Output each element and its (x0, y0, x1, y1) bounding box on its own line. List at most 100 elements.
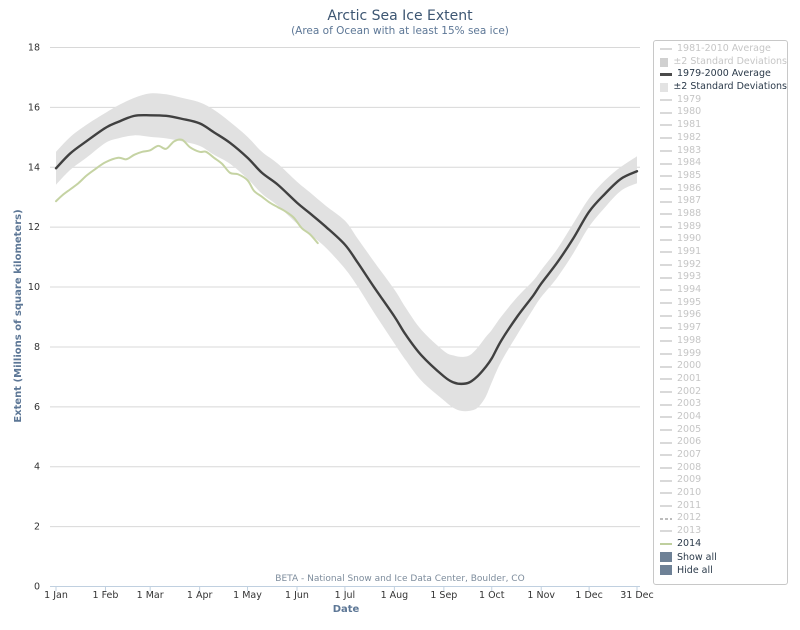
legend-item-label: 1987 (677, 195, 702, 207)
x-tick-label: 1 Jun (285, 590, 309, 601)
legend-item[interactable]: 1980 (660, 106, 787, 119)
legend-item-label: 2002 (677, 385, 702, 397)
x-axis-title: Date (333, 604, 360, 615)
legend-item[interactable]: 1991 (660, 246, 787, 259)
chart-subtitle: (Area of Ocean with at least 15% sea ice… (291, 25, 509, 37)
legend-symbol-icon (660, 505, 672, 508)
x-tick-label: 1 Apr (187, 590, 213, 601)
y-tick-label: 18 (28, 43, 40, 54)
legend-item[interactable]: 2008 (660, 462, 787, 475)
legend-symbol-icon (660, 187, 672, 190)
legend-item-label: 1993 (677, 271, 702, 283)
legend-item[interactable]: ±2 Standard Deviations (660, 56, 787, 69)
legend-item[interactable]: 1993 (660, 271, 787, 284)
std-dev-band (56, 93, 637, 412)
legend-item[interactable]: 1998 (660, 335, 787, 348)
legend-item[interactable]: 1979 (660, 94, 787, 107)
legend-item[interactable]: 1982 (660, 132, 787, 145)
show-all-icon (660, 552, 672, 562)
legend-symbol-icon (660, 327, 672, 330)
legend-symbol-icon (660, 225, 672, 228)
legend-item-label: 2005 (677, 423, 702, 435)
x-tick-label: 1 Dec (575, 590, 602, 601)
legend-item-label: 1997 (677, 322, 702, 334)
legend-item[interactable]: 2013 (660, 525, 787, 538)
legend-symbol-icon (660, 517, 672, 520)
legend-item[interactable]: 1987 (660, 195, 787, 208)
legend-item-label: 1996 (677, 309, 702, 321)
legend-item[interactable]: 1997 (660, 322, 787, 335)
legend-item[interactable]: 1984 (660, 157, 787, 170)
legend-symbol-icon (660, 264, 672, 267)
legend-item[interactable]: 1988 (660, 208, 787, 221)
legend-item[interactable]: 1979-2000 Average (660, 68, 787, 81)
legend-item[interactable]: 1981 (660, 119, 787, 132)
legend-symbol-icon (660, 314, 672, 317)
legend-item[interactable]: 1986 (660, 183, 787, 196)
legend-item[interactable]: 2012 (660, 512, 787, 525)
legend-item[interactable]: 1989 (660, 221, 787, 234)
legend-item[interactable]: 2014 (660, 538, 787, 551)
legend-item[interactable]: 2006 (660, 436, 787, 449)
legend-symbol-icon (660, 200, 672, 203)
legend-item[interactable]: 1994 (660, 284, 787, 297)
average-line (54, 113, 639, 386)
legend-item-label: 1989 (677, 220, 702, 232)
legend-symbol-icon (660, 543, 672, 546)
x-tick-label: 1 Nov (527, 590, 555, 601)
legend-item[interactable]: 2004 (660, 411, 787, 424)
legend-item-label: 1986 (677, 182, 702, 194)
x-tick-label: 1 Feb (93, 590, 119, 601)
x-tick-label: 31 Dec (620, 590, 654, 601)
legend-item[interactable]: 2007 (660, 449, 787, 462)
legend-item[interactable]: 1992 (660, 259, 787, 272)
legend-item[interactable]: 1983 (660, 145, 787, 158)
hide-all-icon (660, 565, 672, 575)
legend-symbol-icon (660, 82, 669, 92)
legend-symbol-icon (660, 137, 672, 140)
x-tick-label: 1 Sep (430, 590, 457, 601)
legend-item[interactable]: 2003 (660, 398, 787, 411)
legend-item[interactable]: 2001 (660, 373, 787, 386)
legend-symbol-icon (660, 530, 672, 533)
legend-symbol-icon (660, 213, 672, 216)
y-tick-label: 0 (34, 582, 40, 593)
legend-item[interactable]: 2011 (660, 500, 787, 513)
legend-item[interactable]: 1999 (660, 348, 787, 361)
legend-item[interactable]: 1990 (660, 233, 787, 246)
legend-item-label: 2006 (677, 436, 702, 448)
legend-item-label: 2003 (677, 398, 702, 410)
y-tick-label: 10 (28, 282, 40, 293)
gridlines (50, 47, 640, 528)
legend-symbol-icon (660, 467, 672, 470)
x-tick-label: 1 Mar (137, 590, 164, 601)
x-tick-label: 1 Aug (381, 590, 409, 601)
show-all-button[interactable]: Show all (660, 551, 787, 564)
legend-item[interactable]: 1995 (660, 297, 787, 310)
legend-item[interactable]: 2010 (660, 487, 787, 500)
legend-item-label: 2010 (677, 487, 702, 499)
year-2014-line (55, 138, 319, 245)
legend-item[interactable]: 1996 (660, 309, 787, 322)
hide-all-button[interactable]: Hide all (660, 564, 787, 577)
legend-item[interactable]: ±2 Standard Deviations (660, 81, 787, 94)
legend-item[interactable]: 2000 (660, 360, 787, 373)
legend-item-label: 1984 (677, 157, 702, 169)
legend: 1981-2010 Average ±2 Standard Deviations 1… (653, 40, 788, 585)
legend-item-label: 2001 (677, 372, 702, 384)
legend-item-label: 1981 (677, 119, 702, 131)
legend-item[interactable]: 2002 (660, 386, 787, 399)
legend-item[interactable]: 1985 (660, 170, 787, 183)
legend-item-label: 2011 (677, 499, 702, 511)
legend-item-label: 1998 (677, 334, 702, 346)
y-tick-label: 4 (34, 462, 40, 473)
legend-item-label: 1981-2010 Average (677, 43, 771, 54)
legend-symbol-icon (660, 403, 672, 406)
legend-symbol-icon (660, 48, 672, 51)
legend-item[interactable]: 1981-2010 Average (660, 43, 787, 56)
legend-item[interactable]: 2005 (660, 424, 787, 437)
legend-symbol-icon (660, 238, 672, 241)
legend-item-label: 1982 (677, 131, 702, 143)
legend-item[interactable]: 2009 (660, 474, 787, 487)
legend-item-label: 2007 (677, 449, 702, 460)
